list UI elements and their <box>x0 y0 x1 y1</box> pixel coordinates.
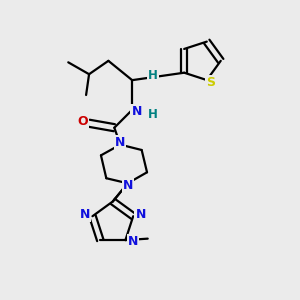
Text: O: O <box>77 115 88 128</box>
Text: H: H <box>148 69 158 82</box>
Text: N: N <box>115 136 125 149</box>
Text: N: N <box>131 105 142 118</box>
Text: S: S <box>206 76 215 89</box>
Text: N: N <box>128 235 138 248</box>
Text: N: N <box>80 208 90 221</box>
Text: N: N <box>122 179 133 192</box>
Text: H: H <box>147 108 157 121</box>
Text: N: N <box>135 208 146 221</box>
